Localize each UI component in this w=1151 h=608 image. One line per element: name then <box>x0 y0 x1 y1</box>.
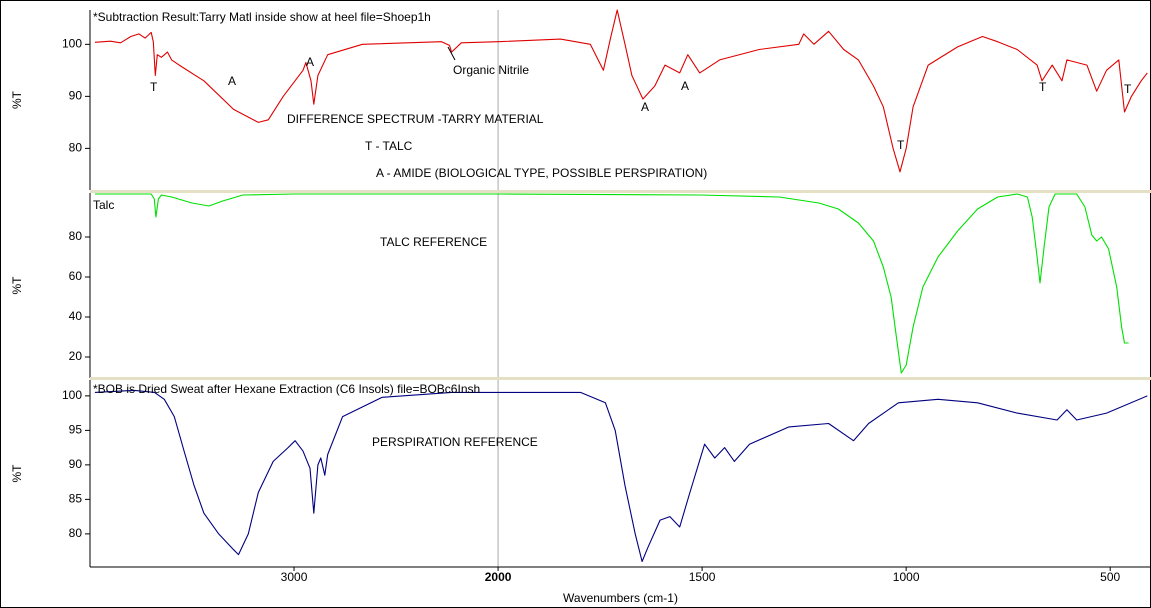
annotation: A <box>681 79 689 93</box>
x-tick-label: 3000 <box>281 570 308 584</box>
y-tick-label: 95 <box>69 423 83 437</box>
annotation: *BOB is Dried Sweat after Hexane Extract… <box>93 382 480 396</box>
x-tick-label: 2000 <box>485 570 512 584</box>
annotation: A - AMIDE (BIOLOGICAL TYPE, POSSIBLE PER… <box>376 166 707 180</box>
annotation: Talc <box>93 198 114 212</box>
y-tick-label: 90 <box>69 89 83 103</box>
spectrum-line <box>94 9 1148 173</box>
annotation: *Subtraction Result:Tarry Matl inside sh… <box>93 10 431 24</box>
annotation: A <box>641 100 649 114</box>
annotation: Organic Nitrile <box>453 63 529 77</box>
y-axis-label: %T <box>10 464 24 483</box>
y-tick-label: 40 <box>69 309 83 323</box>
annotation: A <box>228 74 236 88</box>
y-tick-label: 80 <box>69 141 83 155</box>
annotation: PERSPIRATION REFERENCE <box>372 435 538 449</box>
y-axis-label: %T <box>10 90 24 109</box>
x-axis-label: Wavenumbers (cm-1) <box>563 591 678 605</box>
x-tick-label: 1000 <box>893 570 920 584</box>
annotation: T <box>1124 82 1132 96</box>
y-tick-label: 20 <box>69 349 83 363</box>
y-axis-label: %T <box>10 276 24 295</box>
y-tick-label: 85 <box>69 492 83 506</box>
spectrum-line <box>94 193 1129 374</box>
annotation: T <box>897 138 905 152</box>
y-tick-label: 100 <box>62 388 82 402</box>
y-tick-label: 80 <box>69 229 83 243</box>
y-tick-label: 100 <box>62 37 82 51</box>
y-tick-label: 80 <box>69 526 83 540</box>
x-tick-label: 1500 <box>689 570 716 584</box>
spectrum-line <box>94 389 1148 563</box>
annotation: T - TALC <box>365 139 413 153</box>
y-tick-label: 90 <box>69 457 83 471</box>
annotation: A <box>306 55 314 69</box>
annotation: TALC REFERENCE <box>380 235 487 249</box>
annotation: T <box>150 80 158 94</box>
y-tick-label: 60 <box>69 269 83 283</box>
annotation-pointer <box>447 46 456 61</box>
x-tick-label: 500 <box>1100 570 1120 584</box>
annotation: T <box>1039 80 1047 94</box>
annotation: DIFFERENCE SPECTRUM -TARRY MATERIAL <box>287 112 544 126</box>
